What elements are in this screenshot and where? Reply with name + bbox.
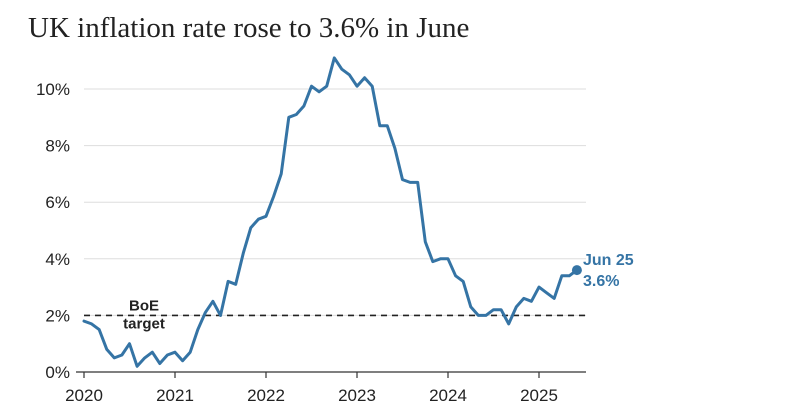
- series-layer: [82, 56, 582, 368]
- x-tick-label: 2024: [429, 386, 467, 405]
- y-tick-label: 6%: [45, 193, 70, 212]
- gridlines: [84, 88, 586, 316]
- x-tick-label: 2021: [156, 386, 194, 405]
- latest-value-label: 3.6%: [583, 273, 619, 290]
- y-tick-label: 4%: [45, 250, 70, 269]
- boe-target-label-line1: BoE: [129, 297, 159, 314]
- y-tick-label: 2%: [45, 306, 70, 325]
- y-tick-label: 10%: [36, 80, 70, 99]
- inflation-series-line: [82, 56, 579, 368]
- y-tick-label: 0%: [45, 363, 70, 382]
- x-tick-label: 2020: [65, 386, 103, 405]
- latest-date-label: Jun 25: [583, 252, 634, 269]
- y-tick-label: 8%: [45, 137, 70, 156]
- axes: 0% 2% 4% 6% 8% 10% 2020 2021 2022 2023 2024 2025: [36, 80, 586, 405]
- latest-value-point: [571, 265, 582, 276]
- x-tick-label: 2023: [338, 386, 376, 405]
- x-tick-label: 2025: [520, 386, 558, 405]
- x-tick-label: 2022: [247, 386, 285, 405]
- boe-target-label-line2: target: [123, 315, 165, 332]
- chart-title: UK inflation rate rose to 3.6% in June: [28, 12, 470, 44]
